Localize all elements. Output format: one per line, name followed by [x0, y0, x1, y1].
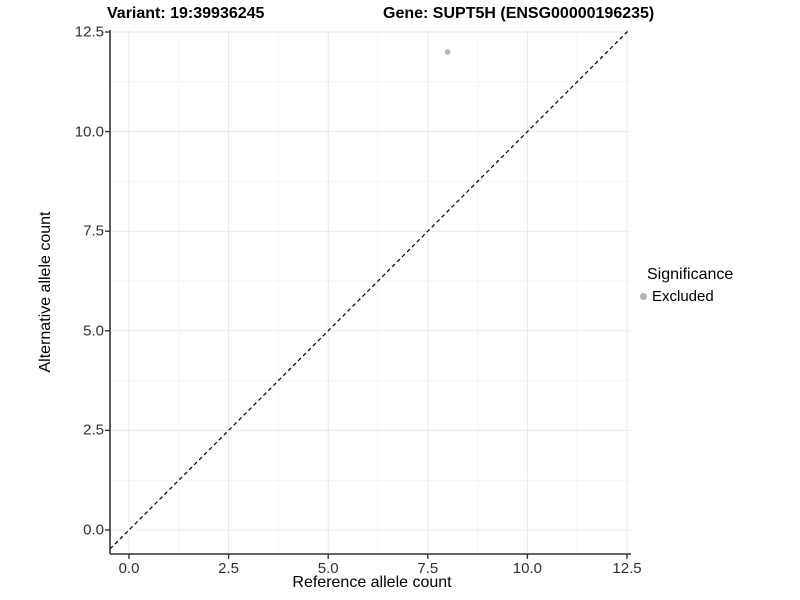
plot-title-variant: Variant: 19:39936245 [107, 5, 265, 22]
y-tick-label: 5.0 [83, 322, 104, 340]
y-axis-title: Alternative allele count [37, 211, 54, 373]
y-tick-label: 0.0 [83, 521, 104, 539]
x-axis-title: Reference allele count [292, 574, 452, 591]
legend: Significance Excluded [635, 266, 733, 305]
x-tick-label: 2.5 [218, 560, 240, 577]
x-tick-label: 10.0 [512, 560, 542, 577]
y-tick-label: 12.5 [74, 23, 104, 41]
data-point [444, 49, 451, 55]
legend-key [635, 288, 652, 305]
y-tick-label: 10.0 [74, 123, 104, 141]
legend-entries: Excluded [635, 288, 733, 305]
x-tick-label: 12.5 [612, 560, 642, 577]
identity-line [109, 29, 630, 550]
legend-entry-label: Excluded [652, 288, 714, 305]
legend-marker-icon [640, 293, 647, 300]
x-tick-label: 5.0 [317, 560, 339, 577]
x-tick-label: 0.0 [118, 560, 140, 577]
x-tick-label: 7.5 [417, 560, 439, 577]
y-tick-label: 2.5 [83, 421, 104, 439]
plot-title-gene: Gene: SUPT5H (ENSG00000196235) [383, 5, 655, 22]
y-tick-label: 7.5 [83, 222, 104, 240]
legend-title: Significance [647, 266, 734, 283]
legend-entry: Excluded [635, 288, 733, 305]
